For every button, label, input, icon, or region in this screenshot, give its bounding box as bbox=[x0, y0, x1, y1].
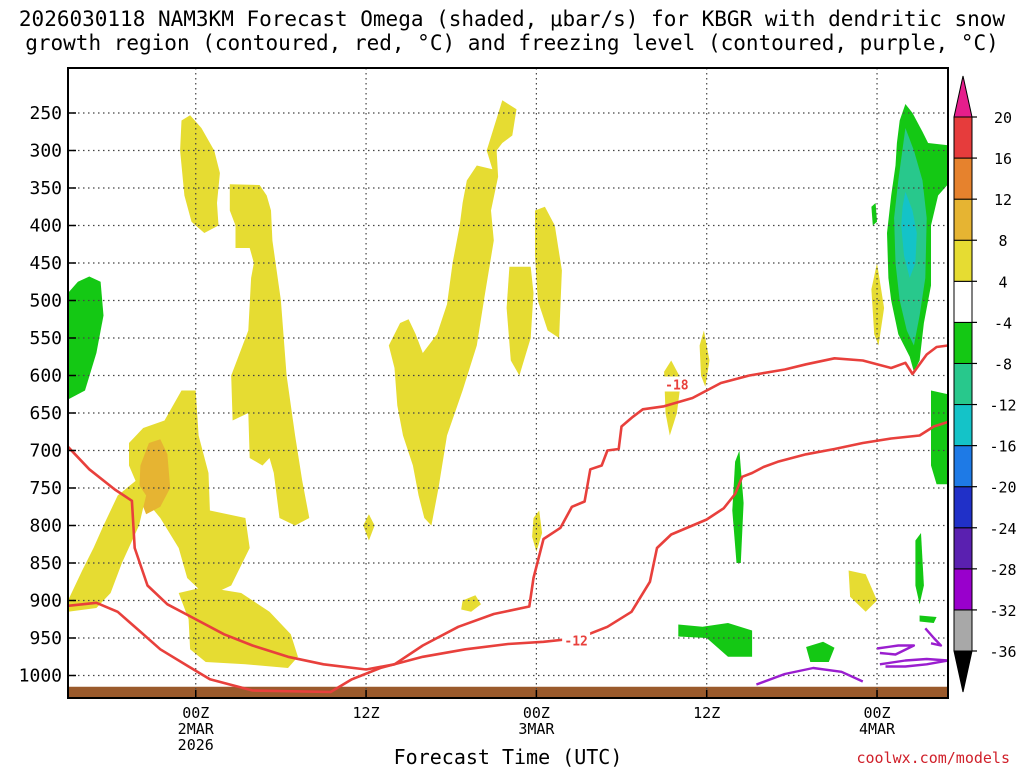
omega-region-rising-dot-4 bbox=[664, 360, 682, 436]
site-credit: coolwx.com/models bbox=[856, 749, 1010, 767]
xtick-label-6-1: 2MAR bbox=[178, 720, 215, 738]
ytick-label-450: 450 bbox=[29, 253, 62, 274]
omega-region-rising-dot-2 bbox=[532, 510, 543, 552]
axes: 250 300 350 400 450 500 550 600 650 700 750 800 850 9… bbox=[19, 67, 949, 768]
omega-region-sinking-green-d5 bbox=[806, 641, 835, 662]
omega-region-rising-slant-col bbox=[388, 100, 517, 526]
omega-region-sinking-green-d1 bbox=[871, 203, 877, 226]
xtick-label-18-0: 12Z bbox=[353, 704, 380, 722]
colorbar-label--28: -28 bbox=[989, 561, 1016, 579]
colorbar-segment-5 bbox=[953, 404, 973, 447]
colorbar-label-16: 16 bbox=[994, 150, 1012, 168]
xtick-label-30-1: 3MAR bbox=[518, 720, 555, 738]
colorbar-label--16: -16 bbox=[989, 438, 1016, 456]
colorbar-segment-8 bbox=[953, 280, 973, 323]
colorbar-segment-10 bbox=[953, 198, 973, 241]
xtick-label-30-0: 00Z bbox=[523, 704, 550, 722]
omega-region-rising-core-orange bbox=[139, 439, 171, 515]
xtick-label-6-2: 2026 bbox=[178, 736, 214, 754]
colorbar-segment-12 bbox=[953, 116, 973, 159]
colorbar-label-4: 4 bbox=[998, 273, 1007, 291]
ytick-label-850: 850 bbox=[29, 553, 62, 574]
colorbar-segment-11 bbox=[953, 157, 973, 200]
colorbar-label--12: -12 bbox=[989, 397, 1016, 415]
ytick-label-1000: 1000 bbox=[19, 666, 62, 687]
colorbar-label--4: -4 bbox=[994, 314, 1012, 332]
chart-title-line2: growth region (contoured, red, °C) and f… bbox=[25, 31, 999, 55]
colorbar-label-12: 12 bbox=[994, 191, 1012, 209]
omega-region-rising-west-dip bbox=[68, 480, 147, 612]
freezing-level-contour-0 bbox=[755, 666, 864, 686]
ytick-label-500: 500 bbox=[29, 291, 62, 312]
colorbar-segment-0 bbox=[953, 609, 973, 652]
ytick-label-750: 750 bbox=[29, 478, 62, 499]
dgz-contour-label-0: -18 bbox=[665, 379, 689, 394]
omega-region-rising-upper-col bbox=[180, 115, 220, 233]
ytick-label-550: 550 bbox=[29, 328, 62, 349]
ytick-label-400: 400 bbox=[29, 216, 62, 237]
chart-title-line1: 2026030118 NAM3KM Forecast Omega (shaded… bbox=[18, 7, 1006, 31]
colorbar-label--8: -8 bbox=[994, 355, 1012, 373]
colorbar: -36 -32 -28 -24 -20 -16 -12 -8 -4 4 8 12 16 20 bbox=[953, 75, 1017, 693]
omega-region-sinking-green-d6 bbox=[919, 615, 937, 623]
omega-region-rising-dot-6 bbox=[848, 570, 877, 612]
xtick-label-54-1: 4MAR bbox=[859, 720, 896, 738]
dgz-contour-1 bbox=[68, 420, 948, 694]
freezing-level-contour-2 bbox=[879, 657, 948, 668]
colorbar-segment-3 bbox=[953, 486, 973, 529]
dgz-contour-label-1: -12 bbox=[564, 634, 587, 649]
plot-area: -18 -12 bbox=[68, 68, 948, 698]
freezing-level-contour-1 bbox=[876, 644, 916, 656]
omega-region-rising-lowlevel bbox=[178, 587, 298, 668]
omega-region-sinking-green-edge bbox=[931, 390, 948, 485]
ytick-label-600: 600 bbox=[29, 366, 62, 387]
ytick-label-350: 350 bbox=[29, 178, 62, 199]
colorbar-label--32: -32 bbox=[989, 602, 1016, 620]
omega-region-rising-dot-1 bbox=[363, 514, 375, 541]
surface-terrain bbox=[68, 686, 948, 698]
plot-contents: -18 -12 bbox=[68, 68, 948, 698]
xtick-label-6-0: 00Z bbox=[182, 704, 209, 722]
colorbar-segment-9 bbox=[953, 239, 973, 282]
colorbar-label--20: -20 bbox=[989, 479, 1016, 497]
colorbar-label-20: 20 bbox=[994, 109, 1012, 127]
plot-frame bbox=[67, 67, 949, 699]
omega-region-sinking-green-d4 bbox=[678, 623, 753, 657]
colorbar-segment-4 bbox=[953, 445, 973, 488]
omega-region-rising-pair-a bbox=[535, 206, 562, 338]
colorbar-label--24: -24 bbox=[989, 520, 1016, 538]
xtick-label-42-0: 12Z bbox=[693, 704, 720, 722]
xtick-label-54-0: 00Z bbox=[863, 704, 890, 722]
colorbar-segment-7 bbox=[953, 321, 973, 364]
colorbar-over-arrow bbox=[953, 75, 973, 118]
omega-region-sinking-green-west bbox=[68, 276, 104, 400]
colorbar-segment-2 bbox=[953, 527, 973, 570]
dgz-contour-0 bbox=[68, 344, 948, 671]
omega-region-rising-dot-7 bbox=[871, 263, 885, 346]
colorbar-under-arrow bbox=[953, 650, 973, 693]
colorbar-segment-6 bbox=[953, 362, 973, 406]
omega-region-rising-dot-5 bbox=[699, 330, 710, 387]
colorbar-label-8: 8 bbox=[998, 232, 1007, 250]
dgz-label-bg-1 bbox=[562, 632, 591, 648]
omega-region-rising-dot-3 bbox=[461, 595, 481, 612]
ytick-label-250: 250 bbox=[29, 103, 62, 124]
ytick-label-300: 300 bbox=[29, 141, 62, 162]
omega-region-rising-pair-b bbox=[506, 266, 534, 376]
ytick-label-650: 650 bbox=[29, 403, 62, 424]
omega-region-sinking-green-d2 bbox=[732, 450, 744, 563]
omega-region-sinking-cyan-east bbox=[901, 191, 917, 278]
x-axis-label: Forecast Time (UTC) bbox=[394, 745, 623, 768]
colorbar-label--36: -36 bbox=[989, 643, 1016, 661]
freezing-level-contour-3 bbox=[924, 627, 943, 647]
dgz-label-bg-0 bbox=[662, 376, 691, 392]
ytick-label-950: 950 bbox=[29, 628, 62, 649]
omega-region-sinking-green-d3 bbox=[915, 533, 924, 605]
colorbar-segment-1 bbox=[953, 568, 973, 611]
omega-region-rising-tall-col bbox=[229, 184, 310, 526]
ytick-label-800: 800 bbox=[29, 516, 62, 537]
ytick-label-900: 900 bbox=[29, 591, 62, 612]
ytick-label-700: 700 bbox=[29, 441, 62, 462]
